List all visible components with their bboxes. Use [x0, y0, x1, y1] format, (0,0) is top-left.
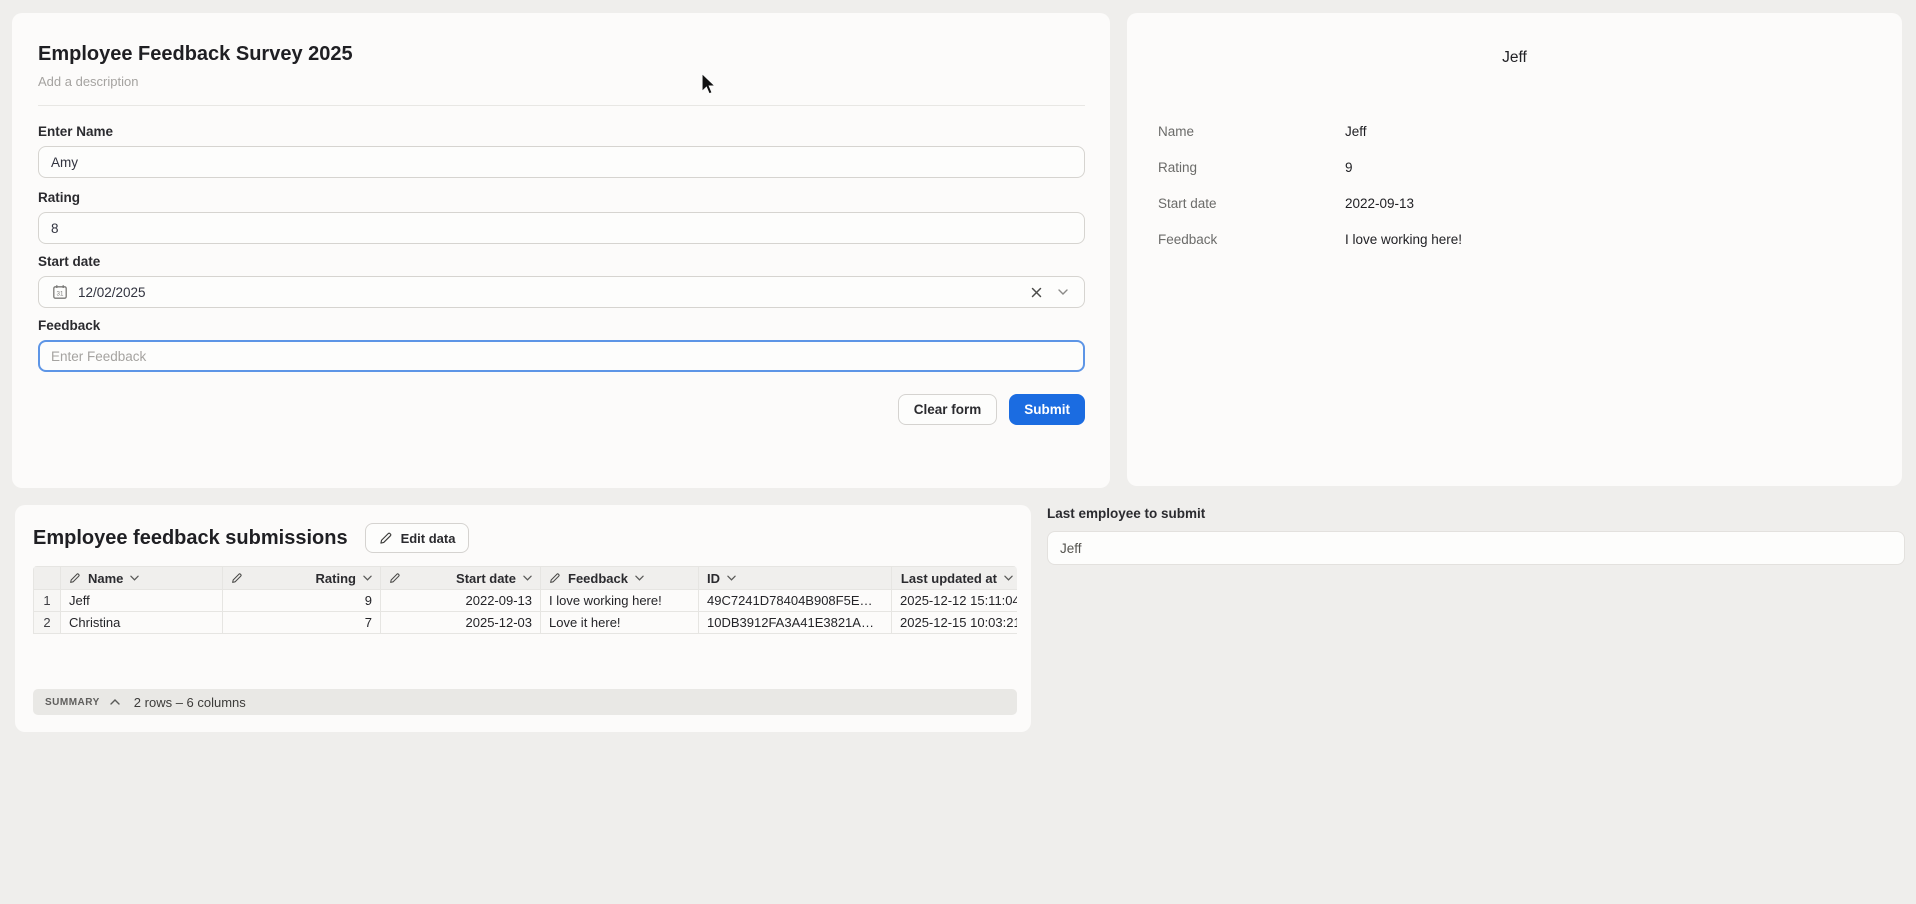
- column-header-id[interactable]: ID: [698, 566, 892, 590]
- chevron-up-icon[interactable]: [110, 699, 120, 705]
- column-label: Name: [88, 570, 124, 586]
- detail-label: Rating: [1158, 159, 1198, 175]
- detail-rows: Name Jeff Rating 9 Start date 2022-09-13…: [1158, 113, 1871, 257]
- detail-value: 2022-09-13: [1345, 195, 1415, 211]
- cell-last-updated[interactable]: 2025-12-12 15:11:04: [891, 589, 1017, 612]
- chevron-down-icon: [727, 575, 736, 581]
- row-number-cell: 2: [33, 611, 61, 634]
- row-number-cell: 1: [33, 589, 61, 612]
- form-buttons-row: Clear form Submit: [38, 394, 1085, 425]
- pencil-icon: [232, 573, 242, 583]
- start-date-value: 12/02/2025: [78, 284, 146, 300]
- submit-button[interactable]: Submit: [1009, 394, 1085, 425]
- detail-value: I love working here!: [1345, 231, 1463, 247]
- employee-detail-card: Jeff Name Jeff Rating 9 Start date 2022-…: [1127, 13, 1902, 486]
- column-header-name[interactable]: Name: [60, 566, 223, 590]
- chevron-down-icon: [363, 575, 372, 581]
- detail-label: Start date: [1158, 195, 1217, 211]
- form-description-placeholder[interactable]: Add a description: [38, 74, 139, 89]
- detail-value: 9: [1345, 159, 1353, 175]
- cell-feedback[interactable]: I love working here!: [540, 589, 699, 612]
- cell-last-updated[interactable]: 2025-12-15 10:03:21: [891, 611, 1017, 634]
- chevron-down-icon: [523, 575, 532, 581]
- column-label: Last updated at: [900, 570, 997, 586]
- submissions-header-row: Employee feedback submissions Edit data: [33, 523, 1031, 553]
- detail-row-feedback: Feedback I love working here!: [1158, 221, 1871, 257]
- cell-name[interactable]: Jeff: [60, 589, 223, 612]
- start-date-input[interactable]: 31 12/02/2025: [38, 276, 1085, 308]
- feedback-form-card: Employee Feedback Survey 2025 Add a desc…: [12, 13, 1110, 488]
- detail-row-start-date: Start date 2022-09-13: [1158, 185, 1871, 221]
- grid-header-row: Name Rating Start date: [33, 566, 1017, 590]
- table-row[interactable]: 2 Christina 7 2025-12-03 Love it here! 1…: [33, 611, 1017, 634]
- pencil-icon: [70, 573, 80, 583]
- submissions-title: Employee feedback submissions: [33, 526, 348, 549]
- pencil-icon: [390, 573, 400, 583]
- submissions-card: Employee feedback submissions Edit data …: [15, 505, 1031, 732]
- summary-label: SUMMARY: [45, 696, 100, 708]
- clear-form-button[interactable]: Clear form: [897, 394, 998, 425]
- row-number-header: [33, 566, 61, 590]
- column-header-feedback[interactable]: Feedback: [540, 566, 699, 590]
- column-label: Start date: [456, 570, 516, 586]
- column-header-start-date[interactable]: Start date: [380, 566, 541, 590]
- cell-rating[interactable]: 7: [222, 611, 381, 634]
- cell-feedback[interactable]: Love it here!: [540, 611, 699, 634]
- name-field-label: Enter Name: [38, 124, 114, 139]
- column-label: Feedback: [568, 570, 628, 586]
- detail-row-name: Name Jeff: [1158, 113, 1871, 149]
- last-employee-label: Last employee to submit: [1047, 506, 1206, 521]
- form-divider: [38, 105, 1085, 106]
- name-input[interactable]: [38, 146, 1085, 178]
- column-header-rating[interactable]: Rating: [222, 566, 381, 590]
- column-label: Rating: [315, 570, 356, 586]
- cell-id[interactable]: 49C7241D78404B908F5E…: [698, 589, 892, 612]
- chevron-down-icon: [635, 575, 644, 581]
- pencil-icon: [379, 532, 391, 544]
- clear-date-icon[interactable]: [1027, 283, 1045, 301]
- column-header-last-updated[interactable]: Last updated at: [891, 566, 1017, 590]
- detail-value: Jeff: [1345, 123, 1367, 139]
- last-employee-section: Last employee to submit: [1047, 506, 1905, 565]
- form-title: Employee Feedback Survey 2025: [38, 43, 353, 65]
- detail-row-rating: Rating 9: [1158, 149, 1871, 185]
- detail-label: Feedback: [1158, 231, 1218, 247]
- cell-rating[interactable]: 9: [222, 589, 381, 612]
- edit-data-button[interactable]: Edit data: [364, 523, 470, 553]
- chevron-down-icon: [1004, 575, 1013, 581]
- detail-title: Jeff: [1502, 49, 1527, 66]
- rating-field-label: Rating: [38, 190, 80, 205]
- cell-start-date[interactable]: 2025-12-03: [380, 611, 541, 634]
- pencil-icon: [550, 573, 560, 583]
- calendar-icon: 31: [51, 283, 69, 301]
- summary-bar[interactable]: SUMMARY 2 rows – 6 columns: [33, 689, 1017, 715]
- cell-id[interactable]: 10DB3912FA3A41E3821A…: [698, 611, 892, 634]
- detail-label: Name: [1158, 123, 1195, 139]
- date-dropdown-chevron-icon[interactable]: [1054, 283, 1072, 301]
- chevron-down-icon: [130, 575, 140, 581]
- feedback-input[interactable]: [38, 340, 1085, 372]
- cell-start-date[interactable]: 2022-09-13: [380, 589, 541, 612]
- rating-input[interactable]: [38, 212, 1085, 244]
- edit-data-label: Edit data: [400, 530, 456, 546]
- start-date-field-label: Start date: [38, 254, 101, 269]
- column-label: ID: [707, 570, 720, 586]
- svg-text:31: 31: [57, 291, 64, 298]
- cell-name[interactable]: Christina: [60, 611, 223, 634]
- summary-text: 2 rows – 6 columns: [133, 694, 246, 710]
- data-grid[interactable]: Name Rating Start date: [33, 566, 1017, 634]
- last-employee-input[interactable]: [1047, 531, 1905, 565]
- table-row[interactable]: 1 Jeff 9 2022-09-13 I love working here!…: [33, 589, 1017, 612]
- feedback-field-label: Feedback: [38, 318, 101, 333]
